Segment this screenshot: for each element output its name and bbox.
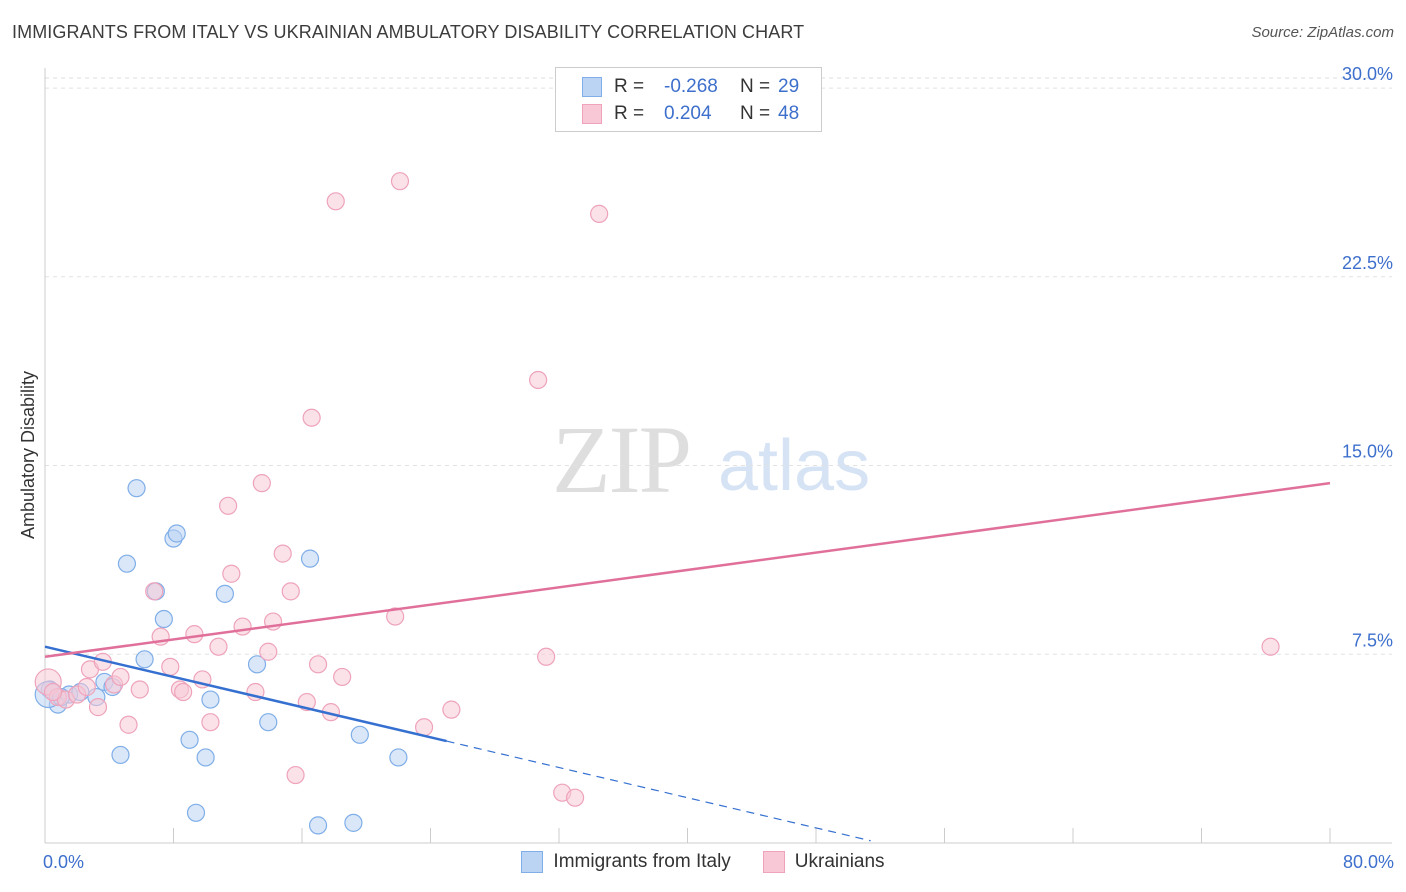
series-legend-italy: Immigrants from Italy <box>521 851 731 873</box>
italy-point <box>135 650 154 669</box>
axes <box>44 68 1392 844</box>
series-legend-ukrainians: Ukrainians <box>762 851 885 873</box>
italy-point <box>186 803 206 822</box>
trend-lines <box>44 481 1331 842</box>
italy-point <box>167 524 186 543</box>
italy-point <box>127 479 146 498</box>
watermark-zip: ZIP <box>552 406 690 513</box>
series-legend: Immigrants from Italy Ukrainians <box>0 851 1406 873</box>
ukrainian-point <box>590 204 609 223</box>
ukrainian-point <box>119 715 138 734</box>
x-tick-label-max: 80.0% <box>1342 852 1394 872</box>
legend-r-value-ukrainians: 0.204 <box>664 103 712 124</box>
y-tick-label: 7.5% <box>1352 630 1393 650</box>
legend-r-label: R = <box>614 76 645 97</box>
legend-row-italy: R = -0.268 N = 29 <box>556 74 799 100</box>
ukrainian-trend-line <box>44 481 1331 659</box>
ukrainian-point <box>442 700 461 719</box>
ukrainian-point <box>273 544 292 563</box>
ukrainian-point <box>43 682 63 702</box>
italy-trend-line <box>44 645 447 743</box>
legend-n-label: N = <box>740 76 771 97</box>
ukrainian-point <box>88 698 108 717</box>
legend-n-label: N = <box>740 103 771 124</box>
italy-point <box>308 816 328 835</box>
legend-n-value-ukrainians: 48 <box>778 103 800 124</box>
italy-point <box>350 725 369 744</box>
ukrainian-point <box>185 625 204 644</box>
ukrainian-point <box>308 655 328 674</box>
italy-point <box>247 655 267 674</box>
italy-point <box>196 748 215 767</box>
ukrainian-point <box>161 657 180 676</box>
italy-point <box>215 584 234 603</box>
series-label-italy: Immigrants from Italy <box>553 851 731 872</box>
ukrainian-point <box>201 713 220 732</box>
y-tick-labels: 7.5% 15.0% 22.5% 30.0% <box>1342 64 1393 650</box>
series-swatch-ukrainians <box>762 851 785 873</box>
italy-point <box>154 609 173 629</box>
ukrainian-point <box>390 172 410 191</box>
italy-point <box>111 745 130 765</box>
source-credit: Source: ZipAtlas.com <box>1251 24 1394 41</box>
ukrainian-point <box>302 408 321 427</box>
italy-point <box>117 554 137 573</box>
ukrainian-point <box>529 370 548 390</box>
y-tick-label: 30.0% <box>1342 64 1393 84</box>
ukrainian-point <box>77 677 96 697</box>
chart-title: IMMIGRANTS FROM ITALY VS UKRAINIAN AMBUL… <box>12 22 805 42</box>
legend-r-label: R = <box>614 103 645 124</box>
ukrainian-point <box>333 667 352 687</box>
y-tick-label: 22.5% <box>1342 253 1393 273</box>
italy-point <box>344 813 363 832</box>
ukrainian-point <box>326 192 345 211</box>
italy-trend-extension <box>446 740 871 842</box>
series-swatch-italy <box>521 851 544 873</box>
italy-point <box>180 730 199 749</box>
grid-lines <box>45 77 1392 655</box>
ukrainian-point <box>386 607 405 626</box>
ukrainian-point <box>281 582 300 601</box>
italy-point <box>389 748 408 767</box>
ukrainian-point <box>537 647 556 666</box>
ukrainian-point <box>219 496 238 515</box>
ukrainian-point <box>111 667 130 687</box>
y-tick-label: 15.0% <box>1342 442 1393 462</box>
y-axis-label: Ambulatory Disability <box>18 371 38 539</box>
ukrainian-point <box>286 765 305 785</box>
ukrainian-point <box>222 564 241 583</box>
correlation-legend: R = -0.268 N = 29 R = 0.204 N = 48 <box>555 67 822 132</box>
legend-n-value-italy: 29 <box>778 76 800 97</box>
ukrainian-point <box>130 680 149 699</box>
legend-swatch-italy <box>582 77 602 97</box>
legend-r-value-italy: -0.268 <box>664 76 718 97</box>
italy-point <box>300 549 320 568</box>
legend-row-ukrainians: R = 0.204 N = 48 <box>556 101 799 127</box>
x-tick-label-min: 0.0% <box>43 852 85 872</box>
data-points <box>34 172 1280 835</box>
ukrainian-point <box>233 617 252 636</box>
ukrainian-point <box>1261 637 1280 656</box>
ukrainian-point <box>259 642 278 661</box>
italy-point <box>259 713 278 732</box>
italy-point <box>201 690 220 709</box>
ukrainian-point <box>565 788 585 807</box>
ukrainian-point <box>145 582 164 601</box>
ukrainian-point <box>174 682 193 702</box>
ukrainian-point <box>252 474 271 493</box>
ukrainian-point <box>209 637 228 656</box>
series-label-ukrainians: Ukrainians <box>794 851 885 872</box>
legend-swatch-ukrainians <box>582 104 602 124</box>
watermark: ZIP atlas <box>552 406 870 513</box>
